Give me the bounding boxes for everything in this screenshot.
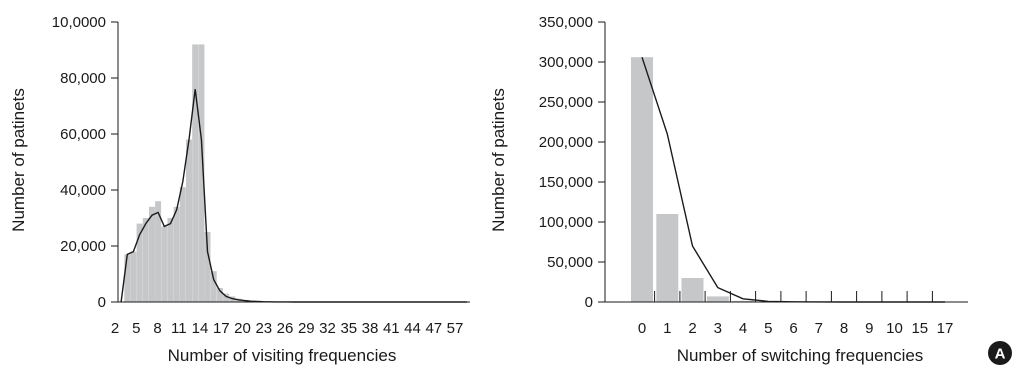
x-tick-label: 5 [764, 320, 772, 337]
bar [179, 187, 186, 302]
x-tick-label: 44 [404, 320, 421, 337]
bar [192, 44, 199, 303]
bar [732, 300, 754, 302]
y-tick-label: 10,0000 [52, 14, 106, 31]
y-tick-label: 300,000 [539, 54, 593, 71]
x-axis-title: Number of visiting frequencies [168, 346, 397, 365]
bar [681, 278, 704, 302]
x-tick-label: 29 [298, 320, 315, 337]
x-tick-label: 0 [638, 320, 646, 337]
y-tick-label: 20,000 [60, 238, 106, 255]
bar [204, 232, 211, 302]
bar [173, 206, 180, 302]
x-tick-label: 5 [132, 320, 140, 337]
bar [167, 218, 174, 302]
bar-series [631, 57, 805, 303]
y-tick-label: 250,000 [539, 94, 593, 111]
bar [210, 271, 217, 302]
x-tick-label: 3 [714, 320, 722, 337]
x-tick-label: 47 [425, 320, 442, 337]
panel-label-badge: A [988, 341, 1012, 365]
bar [216, 288, 223, 302]
x-tick-label: 8 [153, 320, 161, 337]
bar [161, 226, 168, 302]
x-tick-label: 2 [111, 320, 119, 337]
x-tick-labels: 0 1 2 3 4 5 6 7 8 9 10 15 17 [638, 320, 954, 337]
trend-line [641, 56, 945, 303]
y-tick-label: 60,000 [60, 126, 106, 143]
x-tick-label: 15 [911, 320, 928, 337]
x-tick-label: 41 [383, 320, 400, 337]
bar [142, 218, 149, 302]
y-tick-labels: 0 20,000 40,000 60,000 80,000 10,0000 [52, 14, 106, 311]
bar [631, 57, 653, 303]
y-tick-label: 350,000 [539, 14, 593, 31]
x-axis-title: Number of switching frequencies [677, 346, 924, 365]
bar [124, 254, 131, 302]
x-tick-label: 23 [255, 320, 272, 337]
x-tick-label: 1 [663, 320, 671, 337]
y-tick-label: 100,000 [539, 214, 593, 231]
x-tick-label: 9 [865, 320, 873, 337]
x-tick-label: 32 [319, 320, 336, 337]
y-tick-label: 80,000 [60, 70, 106, 87]
x-tick-label: 4 [739, 320, 747, 337]
trend-line [120, 89, 467, 303]
y-tick-label: 200,000 [539, 134, 593, 151]
x-tick-label: 20 [234, 320, 251, 337]
x-tick-label: 17 [213, 320, 230, 337]
y-tick-label: 40,000 [60, 182, 106, 199]
x-tick-label: 8 [840, 320, 848, 337]
axes [598, 21, 968, 303]
bar [149, 206, 155, 302]
x-tick-label: 6 [789, 320, 797, 337]
x-tick-label: 10 [886, 320, 903, 337]
bar [656, 214, 679, 302]
switching-frequencies-chart: 0 50,000 100,000 150,000 200,000 250,000 300,0… [489, 14, 968, 365]
x-tick-label: 14 [192, 320, 209, 337]
bar [186, 139, 192, 302]
x-tick-label: 57 [447, 320, 464, 337]
x-tick-labels: 2 5 8 11 14 17 20 23 26 29 32 35 38 41 44 47 57 [111, 320, 464, 337]
x-tick-label: 17 [937, 320, 954, 337]
x-tick-label: 11 [171, 320, 187, 337]
x-tick-label: 2 [688, 320, 696, 337]
bar-series [124, 44, 297, 303]
y-tick-labels: 0 50,000 100,000 150,000 200,000 250,000 300,0… [539, 14, 593, 311]
bar [223, 293, 230, 302]
bar [706, 296, 729, 302]
x-tick-label: 26 [277, 320, 294, 337]
panel-label: A [995, 346, 1006, 363]
y-tick-label: 50,000 [547, 254, 593, 271]
y-tick-label: 150,000 [539, 174, 593, 191]
y-tick-label: 0 [585, 294, 593, 311]
y-tick-label: 0 [98, 294, 106, 311]
bar [130, 251, 137, 302]
bar [155, 201, 162, 302]
x-tick-label: 35 [340, 320, 357, 337]
bar [136, 223, 143, 302]
x-tick-label: 7 [815, 320, 823, 337]
bar [198, 44, 205, 303]
x-tick-label: 38 [362, 320, 379, 337]
y-axis-title: Number of patinets [9, 88, 28, 232]
y-axis-title: Number of patinets [489, 88, 508, 232]
visiting-frequencies-chart: 0 20,000 40,000 60,000 80,000 10,0000 2 5 8 11 14… [9, 14, 470, 365]
